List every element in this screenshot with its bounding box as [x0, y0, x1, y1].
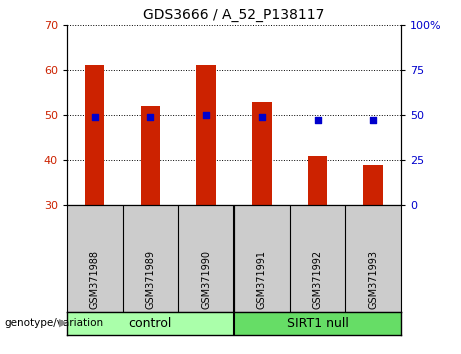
Bar: [252, 102, 272, 205]
Bar: [196, 65, 216, 205]
Bar: [234, 312, 401, 335]
Bar: [141, 106, 160, 205]
Bar: [363, 165, 383, 205]
Text: GSM371991: GSM371991: [257, 250, 267, 309]
Bar: [308, 156, 327, 205]
Point: [258, 114, 266, 120]
Title: GDS3666 / A_52_P138117: GDS3666 / A_52_P138117: [143, 8, 325, 22]
Text: SIRT1 null: SIRT1 null: [287, 316, 349, 330]
Point: [91, 114, 98, 120]
Text: GSM371992: GSM371992: [313, 250, 323, 309]
Text: GSM371989: GSM371989: [145, 250, 155, 309]
Text: ▶: ▶: [59, 318, 67, 328]
Text: GSM371993: GSM371993: [368, 250, 378, 309]
Text: control: control: [129, 316, 172, 330]
Point: [202, 112, 210, 118]
Point: [147, 114, 154, 120]
Text: GSM371988: GSM371988: [90, 250, 100, 309]
Bar: [85, 65, 105, 205]
Text: ■: ■: [71, 353, 83, 354]
Bar: [67, 312, 234, 335]
Point: [314, 117, 321, 122]
Point: [370, 117, 377, 122]
Text: genotype/variation: genotype/variation: [5, 318, 104, 328]
Text: GSM371990: GSM371990: [201, 250, 211, 309]
